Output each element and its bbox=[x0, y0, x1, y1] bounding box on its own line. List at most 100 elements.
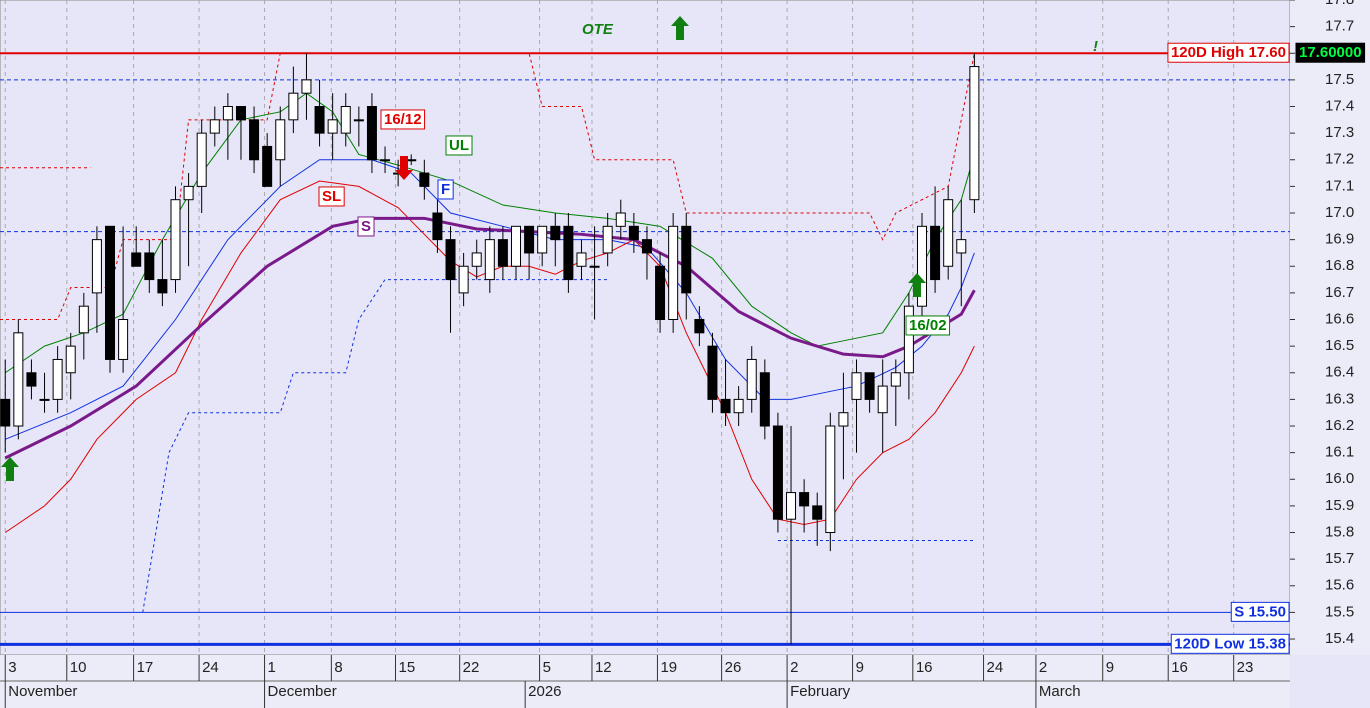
y-tick-label: 17.1 bbox=[1325, 177, 1354, 194]
candle-body bbox=[0, 398, 11, 427]
candle-body bbox=[615, 212, 626, 227]
candle-body bbox=[655, 265, 666, 321]
y-tick-label: 15.4 bbox=[1325, 630, 1354, 647]
level-label: S 15.50 bbox=[1234, 603, 1286, 620]
candle-body bbox=[471, 252, 482, 267]
candle-body bbox=[641, 239, 652, 254]
candle-body bbox=[799, 492, 810, 507]
period-label: December bbox=[268, 683, 337, 700]
candle-body bbox=[157, 279, 168, 294]
candle-body bbox=[916, 225, 927, 307]
candle-body bbox=[131, 252, 142, 267]
x-tick-label: 1 bbox=[268, 659, 276, 676]
indicator-line bbox=[4, 180, 975, 533]
series-label-box bbox=[357, 216, 375, 237]
y-axis-panel bbox=[1290, 0, 1370, 655]
y-tick-label: 17.3 bbox=[1325, 124, 1354, 141]
x-tick-label: 9 bbox=[856, 659, 864, 676]
candle-body bbox=[956, 239, 967, 254]
candle-body bbox=[196, 132, 207, 187]
candle-body bbox=[903, 305, 914, 374]
candle-body bbox=[340, 106, 351, 134]
y-tick-label: 16.9 bbox=[1325, 231, 1354, 248]
candle-body bbox=[681, 225, 692, 294]
date-label: 16/02 bbox=[909, 317, 947, 334]
candle-body bbox=[628, 225, 639, 241]
candle-body bbox=[668, 225, 679, 321]
x-tick-label: 24 bbox=[202, 659, 219, 676]
candle-body bbox=[445, 239, 456, 281]
candle-body bbox=[13, 332, 24, 427]
x-tick-label: 12 bbox=[595, 659, 612, 676]
y-tick-label: 16.0 bbox=[1325, 470, 1354, 487]
candle-body bbox=[563, 225, 574, 281]
candle-body bbox=[458, 265, 469, 294]
candle-body bbox=[262, 145, 273, 187]
candle-body bbox=[602, 225, 613, 254]
candle-body bbox=[864, 372, 875, 400]
date-label-box bbox=[905, 315, 951, 336]
candle-body bbox=[118, 319, 129, 360]
candle-body bbox=[733, 398, 744, 414]
series-label-box bbox=[318, 186, 345, 207]
candle-body bbox=[65, 345, 76, 374]
candle-body bbox=[301, 79, 312, 94]
candle-body bbox=[537, 225, 548, 254]
x-tick-label: 2 bbox=[1039, 659, 1047, 676]
x-tick-label: 10 bbox=[70, 659, 87, 676]
candle-body bbox=[222, 106, 233, 121]
y-tick-label: 15.8 bbox=[1325, 523, 1354, 540]
candle-body bbox=[327, 119, 338, 134]
series-label: UL bbox=[449, 137, 469, 154]
signal-label: OTE bbox=[582, 21, 614, 38]
x-tick-label: 16 bbox=[1171, 659, 1188, 676]
x-tick-label: 22 bbox=[463, 659, 480, 676]
y-tick-label: 16.8 bbox=[1325, 257, 1354, 274]
candle-body bbox=[786, 492, 797, 520]
y-tick-label: 16.6 bbox=[1325, 310, 1354, 327]
signal-arrow bbox=[908, 273, 926, 297]
x-tick-label: 9 bbox=[1106, 659, 1114, 676]
candle-body bbox=[524, 225, 535, 254]
candle-body bbox=[838, 412, 849, 427]
period-label: March bbox=[1039, 683, 1081, 700]
y-tick-label: 16.3 bbox=[1325, 390, 1354, 407]
level-label: 120D High 17.60 bbox=[1171, 44, 1286, 61]
period-label: February bbox=[790, 683, 851, 700]
y-tick-label: 17.4 bbox=[1325, 97, 1354, 114]
x-tick-label: 26 bbox=[725, 659, 742, 676]
candle-body bbox=[943, 199, 954, 267]
candle-body bbox=[78, 305, 89, 334]
level-label-box bbox=[1170, 633, 1290, 654]
candle-body bbox=[759, 372, 770, 427]
y-tick-label: 16.4 bbox=[1325, 364, 1354, 381]
y-tick-label: 17.7 bbox=[1325, 18, 1354, 35]
y-tick-label: 17.5 bbox=[1325, 71, 1354, 88]
candle-body bbox=[353, 119, 364, 122]
x-tick-label: 16 bbox=[916, 659, 933, 676]
candle-body bbox=[314, 106, 325, 134]
signal-arrow bbox=[395, 156, 413, 180]
candle-body bbox=[720, 398, 731, 414]
x-tick-label: 3 bbox=[8, 659, 16, 676]
signal-arrow bbox=[1, 457, 19, 481]
candle-body bbox=[772, 425, 783, 520]
x-tick-label: 17 bbox=[137, 659, 154, 676]
plot-area bbox=[0, 0, 1291, 656]
y-tick-label: 16.2 bbox=[1325, 417, 1354, 434]
x-tick-label: 15 bbox=[399, 659, 416, 676]
candle-body bbox=[877, 385, 888, 414]
candle-body bbox=[249, 119, 260, 161]
x-tick-label: 8 bbox=[334, 659, 342, 676]
y-tick-label: 15.5 bbox=[1325, 603, 1354, 620]
level-label-box bbox=[1167, 42, 1290, 63]
candle-body bbox=[235, 106, 246, 121]
level-label-box bbox=[1230, 601, 1290, 622]
candle-body bbox=[484, 239, 495, 281]
candle-body bbox=[380, 159, 391, 162]
y-tick-label: 15.9 bbox=[1325, 497, 1354, 514]
candle-body bbox=[930, 225, 941, 281]
candle-body bbox=[969, 66, 980, 201]
